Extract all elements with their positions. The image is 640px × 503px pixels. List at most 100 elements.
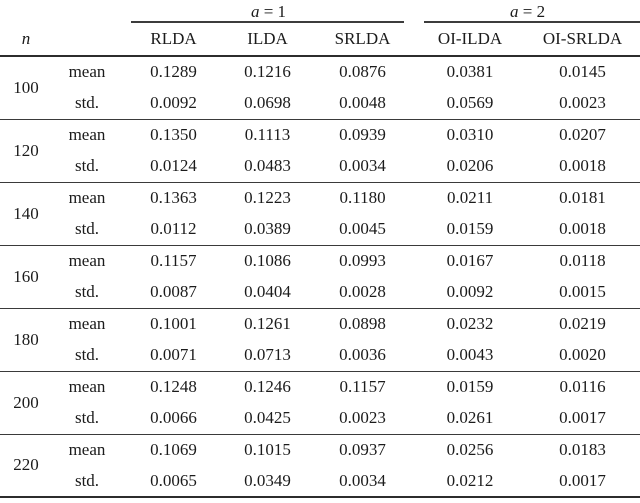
mean-value-oi-srlda: 0.0183 — [559, 440, 606, 459]
mean-value-oi-ilda: 0.0167 — [446, 251, 494, 270]
mean-value-rlda: 0.1157 — [150, 251, 197, 270]
mean-value-srlda: 0.0898 — [339, 314, 386, 333]
mean-value-ilda: 0.1261 — [244, 314, 291, 333]
std-value-oi-srlda: 0.0023 — [525, 87, 640, 120]
col-header-stat — [52, 23, 122, 57]
std-value-rlda: 0.0071 — [122, 339, 225, 372]
stat-label-mean: mean — [68, 314, 106, 333]
std-row: std. 0.0087 0.0404 0.0028 0.0092 0.0015 — [0, 276, 640, 309]
mean-value-ilda: 0.1216 — [244, 62, 291, 82]
stat-label-std: std. — [52, 465, 122, 498]
mean-value-oi-ilda: 0.0159 — [446, 377, 494, 396]
mean-value-rlda: 0.1001 — [150, 314, 197, 333]
std-row: std. 0.0065 0.0349 0.0034 0.0212 0.0017 — [0, 465, 640, 498]
std-value-rlda: 0.0087 — [122, 276, 225, 309]
mean-value-srlda: 0.0876 — [339, 62, 386, 82]
mean-value-oi-ilda: 0.0232 — [446, 314, 494, 333]
std-value-ilda: 0.0389 — [225, 213, 310, 246]
group-a1-variable: a — [250, 1, 260, 21]
mean-value-oi-ilda: 0.0211 — [446, 188, 494, 207]
mean-value-ilda: 0.1246 — [244, 377, 291, 396]
column-header-row: n RLDA ILDA SRLDA OI-ILDA OI-SRLDA — [0, 23, 640, 57]
mean-row: 120 mean 0.1350 0.1113 0.0939 0.0310 0.0207 — [0, 119, 640, 183]
n-block-100: 100 mean 0.1289 0.1216 0.0876 0.0381 0.0145 std… — [0, 56, 640, 120]
mean-value-oi-srlda: 0.0219 — [559, 314, 606, 333]
mean-row: 180 mean 0.1001 0.1261 0.0898 0.0232 0.0219 — [0, 308, 640, 372]
std-value-oi-ilda: 0.0569 — [415, 87, 526, 120]
mean-value-srlda: 0.1157 — [339, 377, 386, 396]
std-value-ilda: 0.0698 — [225, 87, 310, 120]
n-block-220: 220 mean 0.1069 0.1015 0.0937 0.0256 0.0183 std… — [0, 434, 640, 498]
stat-label-mean: mean — [68, 251, 106, 270]
mean-value-srlda: 0.0937 — [339, 440, 386, 459]
std-value-srlda: 0.0028 — [310, 276, 416, 309]
stat-label-std: std. — [52, 402, 122, 435]
std-value-rlda: 0.0124 — [122, 150, 225, 183]
mean-value-rlda: 0.1069 — [150, 440, 197, 459]
stat-label-mean: mean — [68, 62, 106, 82]
std-row: std. 0.0066 0.0425 0.0023 0.0261 0.0017 — [0, 402, 640, 435]
group-a2-value: = 2 — [522, 1, 546, 21]
n-block-160: 160 mean 0.1157 0.1086 0.0993 0.0167 0.0118 std… — [0, 245, 640, 309]
mean-value-srlda: 0.0939 — [339, 125, 386, 144]
mean-row: 140 mean 0.1363 0.1223 0.1180 0.0211 0.0181 — [0, 182, 640, 246]
std-value-srlda: 0.0034 — [310, 465, 416, 498]
std-row: std. 0.0124 0.0483 0.0034 0.0206 0.0018 — [0, 150, 640, 183]
mean-value-ilda: 0.1113 — [244, 125, 291, 144]
stat-label-std: std. — [52, 87, 122, 120]
std-value-oi-ilda: 0.0092 — [415, 276, 526, 309]
n-block-120: 120 mean 0.1350 0.1113 0.0939 0.0310 0.0207 std… — [0, 119, 640, 183]
mean-row: 100 mean 0.1289 0.1216 0.0876 0.0381 0.0145 — [0, 56, 640, 120]
n-value: 140 — [0, 182, 52, 246]
std-value-oi-srlda: 0.0020 — [525, 339, 640, 372]
stat-label-mean: mean — [68, 125, 106, 144]
mean-value-oi-srlda: 0.0207 — [559, 125, 606, 144]
std-value-ilda: 0.0425 — [225, 402, 310, 435]
n-symbol: n — [21, 29, 31, 48]
std-value-oi-ilda: 0.0206 — [415, 150, 526, 183]
std-value-ilda: 0.0404 — [225, 276, 310, 309]
n-block-140: 140 mean 0.1363 0.1223 0.1180 0.0211 0.0181 std… — [0, 182, 640, 246]
n-value: 100 — [0, 56, 52, 120]
std-value-ilda: 0.0483 — [225, 150, 310, 183]
std-value-oi-srlda: 0.0017 — [525, 402, 640, 435]
n-block-180: 180 mean 0.1001 0.1261 0.0898 0.0232 0.0219 std… — [0, 308, 640, 372]
mean-value-srlda: 0.1180 — [339, 188, 386, 207]
std-value-srlda: 0.0048 — [310, 87, 416, 120]
group-header-a2: a = 2 — [415, 0, 640, 23]
stat-label-mean: mean — [68, 377, 106, 396]
std-value-oi-ilda: 0.0043 — [415, 339, 526, 372]
stat-label-std: std. — [52, 339, 122, 372]
col-header-n: n — [0, 23, 52, 57]
std-value-ilda: 0.0713 — [225, 339, 310, 372]
n-value: 120 — [0, 119, 52, 183]
mean-value-oi-srlda: 0.0145 — [559, 62, 606, 82]
mean-value-oi-ilda: 0.0381 — [446, 62, 494, 82]
mean-value-rlda: 0.1350 — [150, 125, 197, 144]
mean-row: 220 mean 0.1069 0.1015 0.0937 0.0256 0.0183 — [0, 434, 640, 498]
mean-value-rlda: 0.1248 — [150, 377, 197, 396]
std-value-oi-ilda: 0.0261 — [415, 402, 526, 435]
n-block-200: 200 mean 0.1248 0.1246 0.1157 0.0159 0.0116 std… — [0, 371, 640, 435]
std-row: std. 0.0112 0.0389 0.0045 0.0159 0.0018 — [0, 213, 640, 246]
group-header-row: a = 1 a = 2 — [0, 0, 640, 23]
std-value-srlda: 0.0045 — [310, 213, 416, 246]
stat-label-mean: mean — [68, 440, 106, 459]
std-value-oi-ilda: 0.0159 — [415, 213, 526, 246]
std-row: std. 0.0071 0.0713 0.0036 0.0043 0.0020 — [0, 339, 640, 372]
col-header-oi-srlda: OI-SRLDA — [525, 23, 640, 57]
std-value-oi-ilda: 0.0212 — [415, 465, 526, 498]
mean-value-srlda: 0.0993 — [339, 251, 386, 270]
n-value: 200 — [0, 371, 52, 435]
std-value-oi-srlda: 0.0015 — [525, 276, 640, 309]
std-value-srlda: 0.0036 — [310, 339, 416, 372]
std-value-rlda: 0.0065 — [122, 465, 225, 498]
n-value: 220 — [0, 434, 52, 498]
mean-value-oi-srlda: 0.0181 — [559, 188, 606, 207]
mean-row: 160 mean 0.1157 0.1086 0.0993 0.0167 0.0118 — [0, 245, 640, 309]
stat-label-std: std. — [52, 150, 122, 183]
stat-label-std: std. — [52, 276, 122, 309]
mean-value-ilda: 0.1086 — [244, 251, 291, 270]
std-value-rlda: 0.0066 — [122, 402, 225, 435]
